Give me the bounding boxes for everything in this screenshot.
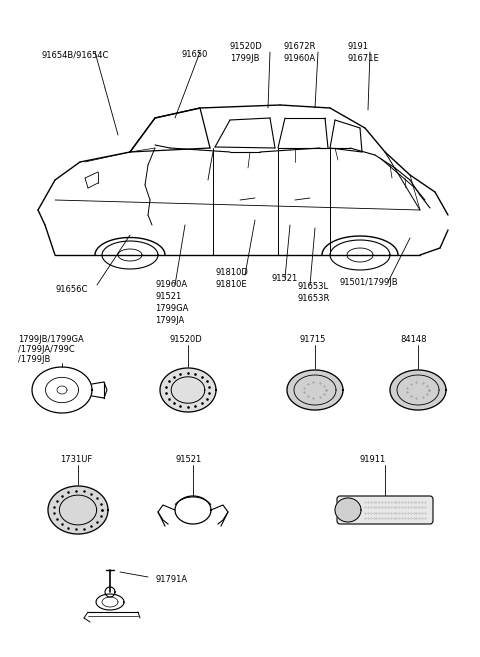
Text: 91672R: 91672R bbox=[283, 42, 315, 51]
Text: 1799JB: 1799JB bbox=[230, 54, 260, 63]
Text: 1799JA: 1799JA bbox=[155, 316, 184, 325]
Text: 91520D: 91520D bbox=[170, 335, 203, 344]
Text: 1799GA: 1799GA bbox=[155, 304, 188, 313]
Text: /1799JA/799C: /1799JA/799C bbox=[18, 345, 75, 354]
Text: 91960A: 91960A bbox=[155, 280, 187, 289]
Text: 91521: 91521 bbox=[175, 455, 201, 464]
Text: 91650: 91650 bbox=[182, 50, 208, 59]
Polygon shape bbox=[335, 498, 361, 522]
Polygon shape bbox=[287, 370, 343, 410]
Polygon shape bbox=[160, 368, 216, 412]
FancyBboxPatch shape bbox=[337, 496, 433, 524]
Text: 91521: 91521 bbox=[272, 274, 298, 283]
Text: 91960A: 91960A bbox=[283, 54, 315, 63]
Text: 91501/1799JB: 91501/1799JB bbox=[340, 278, 398, 287]
Text: 9191: 9191 bbox=[348, 42, 369, 51]
Text: 91653L: 91653L bbox=[298, 282, 329, 291]
Text: 91791A: 91791A bbox=[155, 575, 187, 584]
Text: 1799JB/1799GA: 1799JB/1799GA bbox=[18, 335, 84, 344]
Polygon shape bbox=[48, 486, 108, 534]
Text: 1731UF: 1731UF bbox=[60, 455, 92, 464]
Text: 91715: 91715 bbox=[300, 335, 326, 344]
Text: 91911: 91911 bbox=[360, 455, 386, 464]
Polygon shape bbox=[390, 370, 446, 410]
Text: 91671E: 91671E bbox=[348, 54, 380, 63]
Text: 91520D: 91520D bbox=[230, 42, 263, 51]
Text: 91810E: 91810E bbox=[215, 280, 247, 289]
Text: 91810D: 91810D bbox=[215, 268, 248, 277]
Text: 91653R: 91653R bbox=[298, 294, 330, 303]
Text: 91656C: 91656C bbox=[55, 285, 87, 294]
Text: 91654B/91654C: 91654B/91654C bbox=[42, 50, 109, 59]
Text: 91521: 91521 bbox=[155, 292, 181, 301]
Text: /1799JB: /1799JB bbox=[18, 355, 50, 364]
Text: 84148: 84148 bbox=[400, 335, 427, 344]
